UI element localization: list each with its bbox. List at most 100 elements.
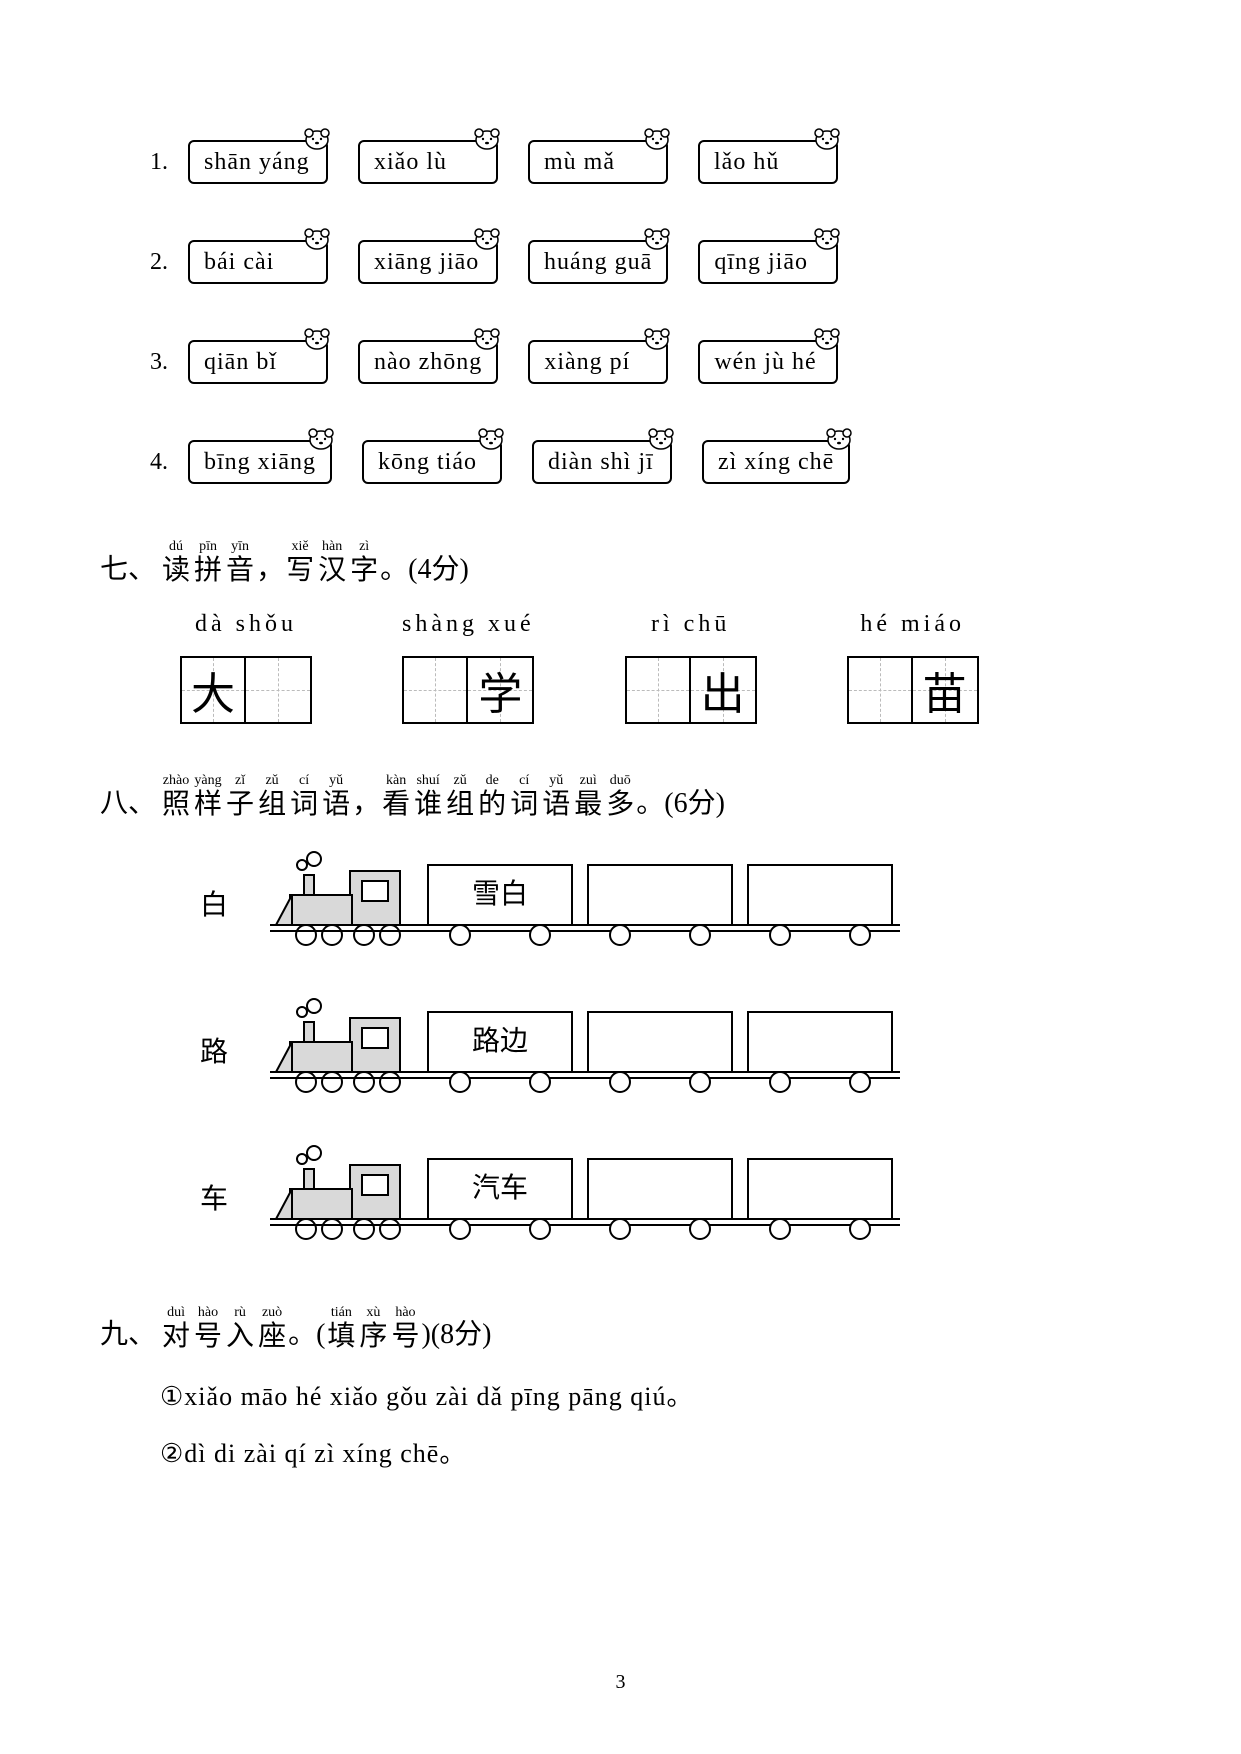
ruby-hanzi: 照 xyxy=(162,790,190,821)
char-glyph: 大 xyxy=(182,658,244,722)
pinyin-row: 2.bái càixiāng jiāohuáng guāqīng jiāo xyxy=(100,240,1141,284)
pinyin-box: xiǎo lù xyxy=(358,140,498,184)
ruby-hanzi: 词 xyxy=(290,790,318,821)
locomotive-icon xyxy=(270,1139,420,1256)
pinyin-row: 1.shān yángxiǎo lùmù mǎlǎo hǔ xyxy=(100,140,1141,184)
ruby-pinyin: zǐ xyxy=(235,774,245,788)
char-cell[interactable] xyxy=(404,658,468,722)
ruby-pinyin: duō xyxy=(610,774,631,788)
item-pinyin: rì chū xyxy=(651,611,730,638)
pinyin-box: xiāng jiāo xyxy=(358,240,498,284)
ruby-hanzi: 多 xyxy=(606,790,634,821)
ruby-hanzi: 样 xyxy=(194,790,222,821)
sentence-line: ①xiǎo māo hé xiǎo gǒu zài dǎ pīng pāng q… xyxy=(160,1376,1141,1413)
ruby-pinyin: de xyxy=(486,774,499,788)
section-9-lines: ①xiǎo māo hé xiǎo gǒu zài dǎ pīng pāng q… xyxy=(100,1376,1141,1470)
train-label: 路 xyxy=(200,1030,240,1070)
char-box: 大 xyxy=(180,656,312,724)
ruby-char: duì对 xyxy=(162,1306,190,1353)
train-car[interactable]: 路边 xyxy=(420,992,580,1109)
item-pinyin: hé miáo xyxy=(860,611,965,638)
bear-icon xyxy=(824,424,854,450)
ruby-hanzi: 子 xyxy=(226,790,254,821)
ruby-pinyin: xù xyxy=(366,1306,380,1320)
write-item: dà shǒu大 xyxy=(180,611,312,724)
pinyin-box: mù mǎ xyxy=(528,140,668,184)
ruby-char: xù 序 xyxy=(359,1306,387,1353)
locomotive-icon xyxy=(270,992,420,1109)
char-cell[interactable] xyxy=(849,658,913,722)
train-car[interactable] xyxy=(580,845,740,962)
ruby-hanzi: 音 xyxy=(226,556,254,587)
row-number: 1. xyxy=(150,149,168,176)
train-car[interactable] xyxy=(740,992,900,1109)
ruby-char: pīn拼 xyxy=(194,540,222,587)
ruby-hanzi: 组 xyxy=(446,790,474,821)
train-label: 车 xyxy=(200,1177,240,1217)
train-car[interactable] xyxy=(580,992,740,1109)
ruby-char: zhào照 xyxy=(162,774,190,821)
char-glyph: 出 xyxy=(691,658,755,722)
ruby-pinyin: duì xyxy=(167,1306,185,1320)
ruby-hanzi: 入 xyxy=(226,1322,254,1353)
char-cell[interactable]: 出 xyxy=(691,658,755,722)
ruby-hanzi: 读 xyxy=(162,556,190,587)
ruby-hanzi: 语 xyxy=(322,790,350,821)
pinyin-box: qiān bǐ xyxy=(188,340,328,384)
pinyin-box: shān yáng xyxy=(188,140,328,184)
ruby-pinyin: cí xyxy=(299,774,309,788)
ruby-pinyin: yǔ xyxy=(329,774,343,788)
ruby-hanzi: 语 xyxy=(542,790,570,821)
section-9-header: 九、 duì对hào号rù入zuò座 。( tián填xù序hào号 )(8分) xyxy=(100,1306,1141,1353)
pinyin-box: bái cài xyxy=(188,240,328,284)
ruby-pinyin: hào xyxy=(395,1306,415,1320)
ruby-pinyin: yàng xyxy=(194,774,221,788)
write-item: hé miáo 苗 xyxy=(847,611,979,724)
row-number: 3. xyxy=(150,349,168,376)
train-car[interactable] xyxy=(580,1139,740,1256)
locomotive-icon xyxy=(270,845,420,962)
pinyin-box: xiàng pí xyxy=(528,340,668,384)
ruby-pinyin: dú xyxy=(169,540,183,554)
train-row: 白 雪白 xyxy=(100,845,1141,962)
section-8-header: 八、 zhào照yàng样zǐ子zǔ组cí词yǔ语 ， kàn看shuí谁zǔ组… xyxy=(100,774,1141,821)
ruby-pinyin: xiě xyxy=(292,540,309,554)
pinyin-box: wén jù hé xyxy=(698,340,838,384)
train-car[interactable]: 雪白 xyxy=(420,845,580,962)
char-cell[interactable]: 大 xyxy=(182,658,246,722)
bear-icon xyxy=(302,224,332,250)
train-label: 白 xyxy=(200,883,240,923)
bear-icon xyxy=(642,224,672,250)
pinyin-box: qīng jiāo xyxy=(698,240,838,284)
train-car[interactable]: 汽车 xyxy=(420,1139,580,1256)
char-cell[interactable] xyxy=(246,658,310,722)
ruby-pinyin: zì xyxy=(359,540,369,554)
ruby-char: kàn看 xyxy=(382,774,410,821)
train-row: 路 路边 xyxy=(100,992,1141,1109)
ruby-pinyin: zuì xyxy=(580,774,597,788)
row-number: 2. xyxy=(150,249,168,276)
bear-icon xyxy=(306,424,336,450)
ruby-char: de的 xyxy=(478,774,506,821)
ruby-char: zǔ组 xyxy=(258,774,286,821)
section-7: 七、 dú读pīn拼yīn音 ， xiě写hàn汉zì字 。(4分) dà sh… xyxy=(100,540,1141,724)
ruby-hanzi: 序 xyxy=(359,1322,387,1353)
char-glyph: 学 xyxy=(468,658,532,722)
bear-icon xyxy=(812,324,842,350)
char-cell[interactable]: 学 xyxy=(468,658,532,722)
ruby-char: cí 词 xyxy=(290,774,318,821)
char-box: 出 xyxy=(625,656,757,724)
bear-icon xyxy=(646,424,676,450)
train-car[interactable] xyxy=(740,845,900,962)
char-box: 苗 xyxy=(847,656,979,724)
char-cell[interactable]: 苗 xyxy=(913,658,977,722)
char-cell[interactable] xyxy=(627,658,691,722)
train-rows: 白 雪白 路 xyxy=(100,845,1141,1256)
item-pinyin: shàng xué xyxy=(402,611,535,638)
ruby-hanzi: 座 xyxy=(258,1322,286,1353)
ruby-hanzi: 词 xyxy=(510,790,538,821)
page-number: 3 xyxy=(0,1671,1241,1694)
bear-icon xyxy=(302,324,332,350)
pinyin-box: nào zhōng xyxy=(358,340,498,384)
train-car[interactable] xyxy=(740,1139,900,1256)
